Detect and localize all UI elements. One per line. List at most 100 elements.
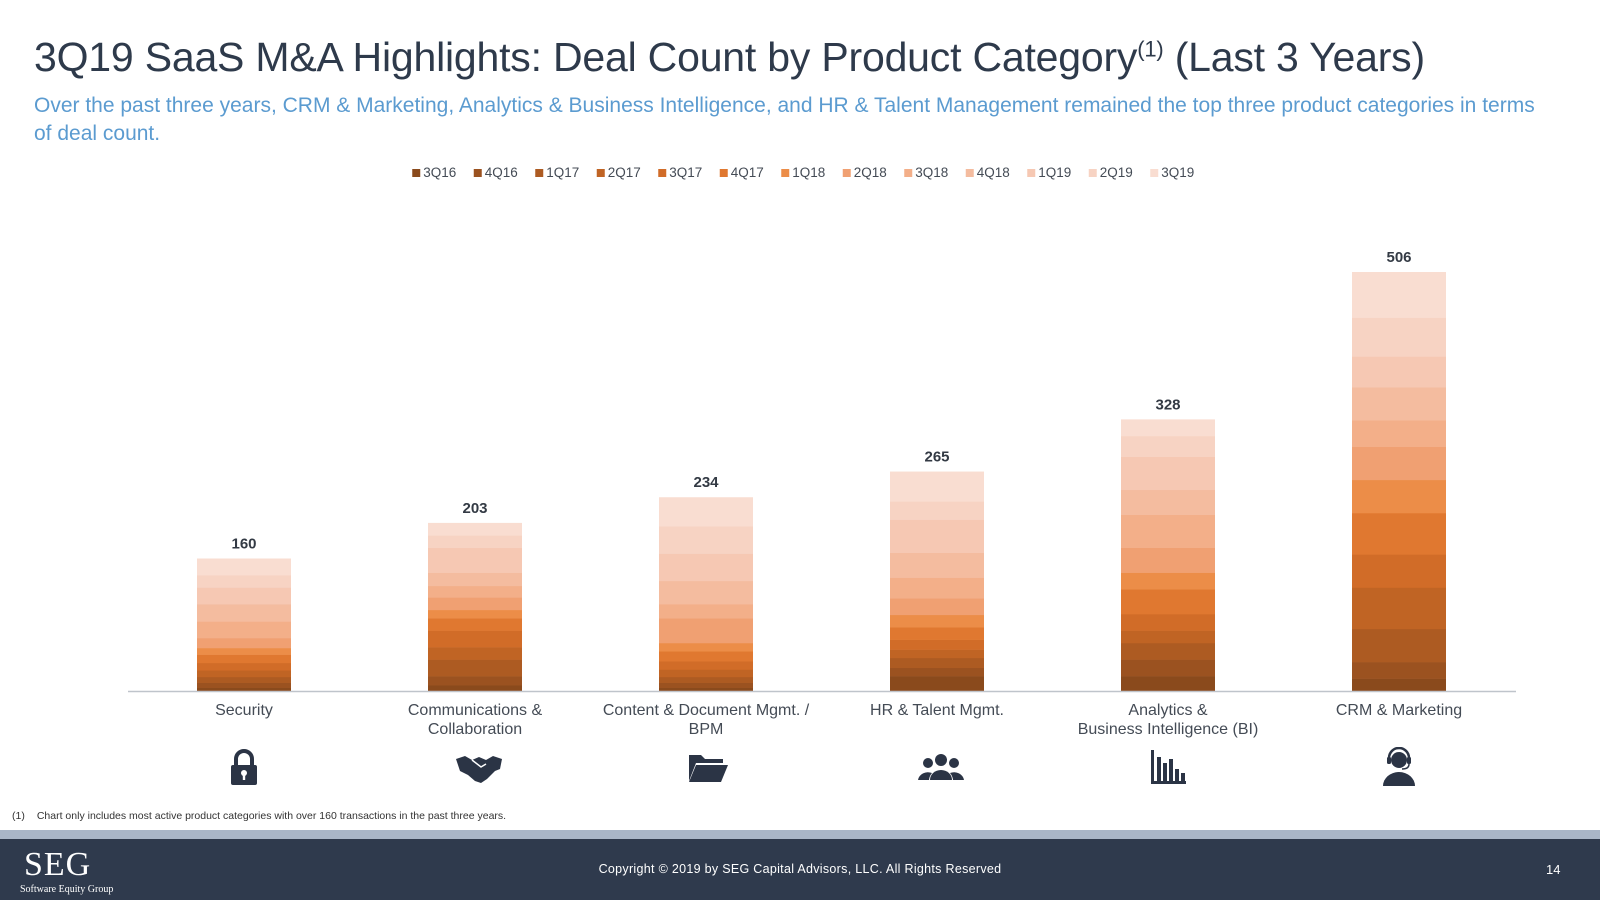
bar-segment <box>197 647 291 655</box>
legend-swatch <box>781 169 790 177</box>
legend-label: 3Q19 <box>1161 165 1194 180</box>
category-label-line: Security <box>215 702 273 719</box>
bar-segment <box>890 501 984 520</box>
bar-segment <box>1352 272 1446 318</box>
category-label-line: CRM & Marketing <box>1335 702 1463 719</box>
bar-segment <box>197 676 291 684</box>
legend-label: 3Q18 <box>915 165 948 180</box>
bar-segment <box>428 597 522 611</box>
bar-segment <box>659 604 753 619</box>
bar-segment <box>1121 419 1215 437</box>
bar-segment <box>1121 676 1215 692</box>
legend-swatch <box>412 169 421 177</box>
legend-swatch <box>1027 169 1036 177</box>
bar-segment <box>659 642 753 652</box>
bar-segment <box>197 621 291 639</box>
bar-segment <box>1121 642 1215 660</box>
bar-total-label: 234 <box>693 474 719 491</box>
category-label-line: Collaboration <box>427 721 523 738</box>
bar-segment <box>197 682 291 688</box>
bar-segment <box>197 558 291 576</box>
legend-swatch <box>473 169 482 177</box>
bar-segment <box>1352 678 1446 692</box>
bar-chart-icon <box>1148 747 1188 787</box>
bar-segment <box>1121 659 1215 677</box>
bar-segment <box>659 676 753 684</box>
legend-swatch <box>842 169 851 177</box>
bar-segment <box>1352 420 1446 448</box>
bar-segment <box>1352 387 1446 421</box>
bar-segment <box>890 471 984 502</box>
bar-segment <box>197 587 291 605</box>
legend-label: 2Q18 <box>854 165 887 180</box>
bar-segment <box>428 647 522 660</box>
title-footnote-marker: (1) <box>1137 36 1164 62</box>
bar-segment <box>428 547 522 573</box>
bar-segment <box>197 687 291 692</box>
bar-segment <box>428 618 522 631</box>
bar-segment <box>428 609 522 619</box>
bar-segment <box>1352 317 1446 357</box>
bar-segment <box>1121 613 1215 631</box>
bar-segment <box>428 676 522 686</box>
legend-swatch <box>658 169 667 177</box>
support-agent-icon <box>1379 746 1419 787</box>
bar-segment <box>659 553 753 582</box>
bar-segment <box>197 604 291 622</box>
category-label: HR & Talent Mgmt. <box>822 701 1052 720</box>
bar-segment <box>197 670 291 678</box>
footer-bar <box>0 839 1600 900</box>
bar-segment <box>890 614 984 628</box>
bar-segment <box>659 687 753 692</box>
footnote-text: Chart only includes most active product … <box>36 810 507 822</box>
bar-segment <box>428 659 522 677</box>
footer-strip <box>0 830 1600 839</box>
bar-segment <box>890 676 984 692</box>
category-label-line: Analytics & <box>1128 702 1208 719</box>
bar-segment <box>1121 630 1215 644</box>
folder-icon <box>686 747 728 787</box>
category-label-line: Communications & <box>407 702 543 719</box>
category-label-line: HR & Talent Mgmt. <box>870 702 1004 719</box>
legend-swatch <box>904 169 913 177</box>
category-label: Analytics & Business Intelligence (BI) <box>1053 701 1283 739</box>
copyright-text: Copyright © 2019 by SEG Capital Advisors… <box>598 862 1002 876</box>
bar-segment <box>1352 446 1446 481</box>
bar-segment <box>890 552 984 578</box>
bar-segment <box>1121 589 1215 615</box>
bar-segment <box>1121 489 1215 515</box>
bar-segment <box>428 685 522 692</box>
bar-segment <box>1352 628 1446 663</box>
page-subtitle: Over the past three years, CRM & Marketi… <box>34 94 1535 145</box>
bar-segment <box>890 639 984 650</box>
bar-segment <box>1121 456 1215 491</box>
legend-swatch <box>965 169 974 177</box>
bar-segment <box>890 577 984 599</box>
legend-swatch <box>535 169 544 177</box>
bar-segment <box>1121 514 1215 549</box>
category-label-line: Business Intelligence (BI) <box>1077 721 1259 738</box>
legend-label: 1Q17 <box>546 165 579 180</box>
bar-segment <box>1352 512 1446 555</box>
bar-segment <box>890 598 984 616</box>
bar-segment <box>1352 479 1446 514</box>
bar-segment <box>428 522 522 536</box>
bar-segment <box>428 630 522 648</box>
bar-segment <box>428 535 522 549</box>
bar-segment <box>890 667 984 677</box>
bar-segment <box>1352 587 1446 630</box>
bar-segment <box>1352 356 1446 388</box>
bar-segment <box>659 669 753 678</box>
legend-label: 4Q16 <box>485 165 518 180</box>
bar-segment <box>197 654 291 664</box>
page-title-main: 3Q19 SaaS M&A Highlights: Deal Count by … <box>34 34 1138 80</box>
page-title-tail: (Last 3 Years) <box>1163 34 1425 80</box>
category-label: Content & Document Mgmt. / BPM <box>591 701 821 739</box>
bar-segment <box>197 575 291 588</box>
category-label-line: Content & Document Mgmt. / <box>602 702 810 719</box>
legend-label: 1Q19 <box>1038 165 1071 180</box>
bar-segment <box>659 651 753 662</box>
bar-segment <box>659 580 753 605</box>
bar-total-label: 328 <box>1155 396 1180 413</box>
bar-segment <box>428 572 522 587</box>
